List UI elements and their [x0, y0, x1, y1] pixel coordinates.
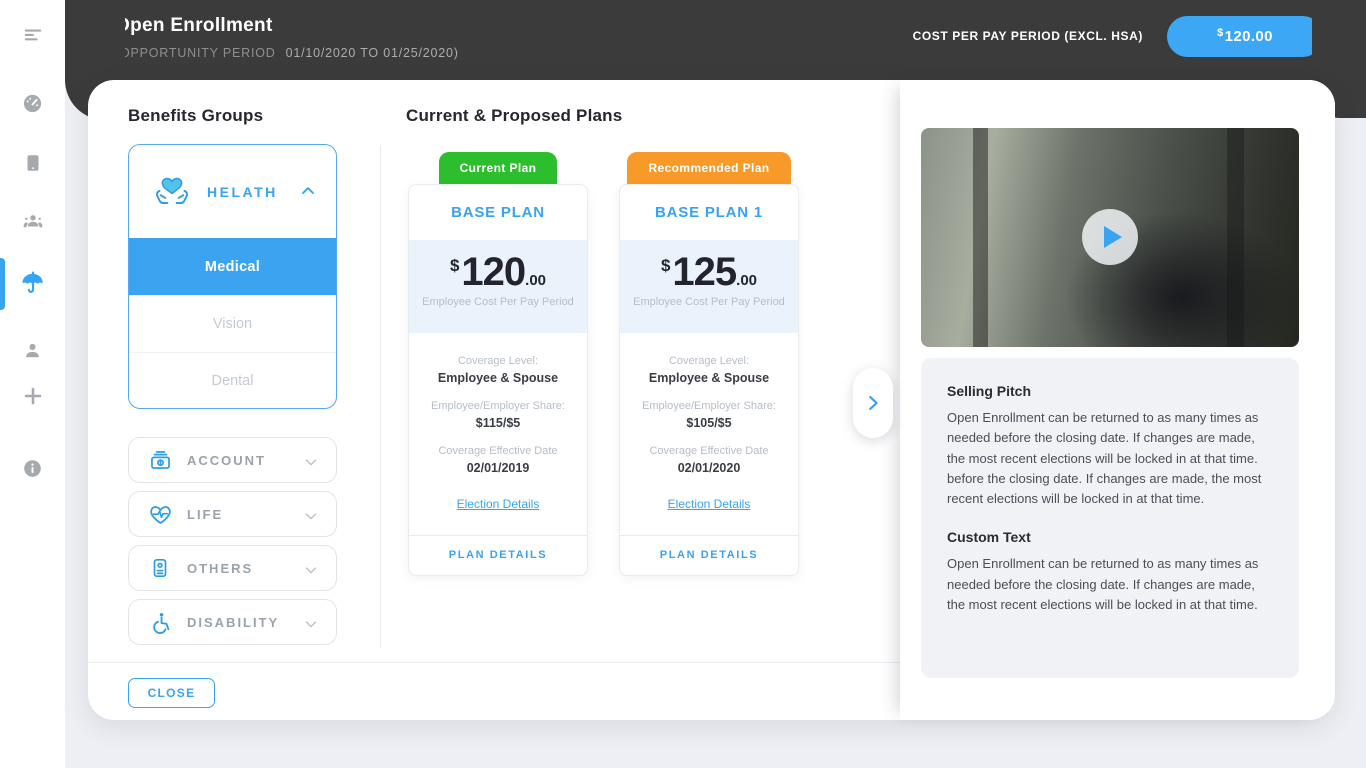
- health-group-label: HELATH: [207, 183, 278, 200]
- price-currency: $: [660, 256, 671, 275]
- coverage-level-label: Coverage Level:: [668, 355, 750, 367]
- heartbeat-icon: [147, 502, 173, 527]
- id-card-icon: [147, 556, 173, 580]
- price-decimal: .00: [736, 272, 758, 289]
- life-group-label: LIFE: [187, 506, 224, 522]
- hands-heart-icon: [149, 166, 195, 217]
- plan-name: BASE PLAN: [451, 204, 545, 221]
- price-currency: $: [449, 256, 460, 275]
- dashboard-icon[interactable]: [0, 83, 65, 123]
- benefit-item-dental[interactable]: Dental: [129, 352, 336, 408]
- opportunity-period: (OPPORTUNITY PERIOD 01/10/2020 TO 01/25/2…: [115, 46, 459, 60]
- coverage-level-value: Employee & Spouse: [437, 371, 559, 385]
- plan-price-box: $125.00 Employee Cost Per Pay Period: [620, 240, 798, 333]
- effective-date-label: Coverage Effective Date: [438, 445, 558, 457]
- chevron-down-icon: [302, 561, 320, 584]
- menu-icon[interactable]: [0, 15, 65, 55]
- price-caption: Employee Cost Per Pay Period: [633, 296, 785, 308]
- people-icon[interactable]: [0, 201, 65, 241]
- active-nav-indicator: [0, 258, 5, 310]
- plan-details-button[interactable]: PLAN DETAILS: [409, 535, 587, 575]
- chevron-down-icon: [302, 507, 320, 530]
- benefits-group-health: HELATH Medical Vision Dental: [128, 144, 337, 409]
- selling-pitch-title: Selling Pitch: [947, 383, 1032, 399]
- chevron-right-icon: [869, 395, 878, 411]
- enrollment-modal: Benefits Groups HELATH Medical Vision De…: [88, 80, 1335, 720]
- person-icon[interactable]: [0, 330, 65, 370]
- info-panel: Selling Pitch Open Enrollment can be ret…: [921, 358, 1299, 678]
- tablet-icon[interactable]: [0, 143, 65, 183]
- umbrella-icon[interactable]: [0, 263, 65, 303]
- chevron-down-icon: [302, 453, 320, 476]
- play-icon[interactable]: [1082, 209, 1138, 265]
- plans-heading: Current & Proposed Plans: [406, 106, 623, 125]
- custom-text-body: Open Enrollment can be returned to as ma…: [947, 556, 1259, 612]
- account-group-label: ACCOUNT: [187, 452, 266, 468]
- cost-amount: 120.00: [1224, 27, 1273, 45]
- plan-price-box: $120.00 Employee Cost Per Pay Period: [409, 240, 587, 333]
- chevron-up-icon: [298, 181, 318, 206]
- cost-total-badge: $120.00: [1167, 15, 1323, 57]
- cash-icon: [147, 448, 173, 473]
- page-title: Open Enrollment: [115, 15, 273, 36]
- plan-details-button[interactable]: PLAN DETAILS: [620, 535, 798, 575]
- opportunity-period-dates: 01/10/2020 TO 01/25/2020): [285, 46, 459, 60]
- price-integer: 120: [461, 250, 526, 294]
- coverage-level-value: Employee & Spouse: [648, 371, 770, 385]
- info-icon[interactable]: [0, 448, 65, 488]
- opportunity-period-label: (OPPORTUNITY PERIOD: [115, 46, 276, 60]
- effective-date-value: 02/01/2020: [677, 461, 741, 475]
- disability-group-label: DISABILITY: [187, 614, 280, 630]
- share-value: $105/$5: [686, 416, 732, 430]
- benefits-group-account[interactable]: ACCOUNT: [128, 437, 337, 483]
- benefit-item-vision[interactable]: Vision: [129, 295, 336, 352]
- cost-per-pay-period-label: COST PER PAY PERIOD (EXCL. HSA): [912, 29, 1143, 43]
- current-plan-card: Current Plan BASE PLAN $120.00 Employee …: [408, 152, 588, 576]
- health-group-header[interactable]: HELATH: [129, 145, 336, 238]
- selling-pitch-body: Open Enrollment can be returned to as ma…: [947, 410, 1262, 507]
- effective-date-label: Coverage Effective Date: [649, 445, 769, 457]
- share-label: Employee/Employer Share:: [642, 400, 776, 412]
- election-details-link[interactable]: Election Details: [667, 497, 751, 511]
- recommended-plan-card: Recommended Plan BASE PLAN 1 $125.00 Emp…: [619, 152, 799, 576]
- coverage-level-label: Coverage Level:: [457, 355, 539, 367]
- top-header: Open Enrollment (OPPORTUNITY PERIOD 01/10…: [65, 0, 1366, 80]
- close-button[interactable]: CLOSE: [128, 678, 215, 708]
- benefits-group-disability[interactable]: DISABILITY: [128, 599, 337, 645]
- chevron-down-icon: [302, 615, 320, 638]
- info-sidebar: Selling Pitch Open Enrollment can be ret…: [900, 80, 1335, 720]
- benefit-item-medical[interactable]: Medical: [129, 238, 336, 295]
- benefits-groups-heading: Benefits Groups: [128, 106, 264, 125]
- benefits-group-others[interactable]: OTHERS: [128, 545, 337, 591]
- effective-date-value: 02/01/2019: [466, 461, 530, 475]
- share-label: Employee/Employer Share:: [431, 400, 565, 412]
- wheelchair-icon: [147, 610, 173, 635]
- plan-name: BASE PLAN 1: [655, 204, 763, 221]
- video-window-frame: [973, 128, 988, 347]
- plus-icon[interactable]: [0, 376, 65, 416]
- others-group-label: OTHERS: [187, 560, 254, 576]
- price-integer: 125: [672, 250, 737, 294]
- intro-video: [921, 128, 1299, 347]
- cost-currency: $: [1217, 27, 1224, 39]
- benefits-group-life[interactable]: LIFE: [128, 491, 337, 537]
- custom-text-title: Custom Text: [947, 529, 1031, 546]
- price-decimal: .00: [525, 272, 547, 289]
- column-divider: [380, 145, 381, 648]
- footer-divider: [88, 662, 900, 663]
- share-value: $115/$5: [475, 416, 521, 430]
- expand-panel-button[interactable]: [853, 368, 893, 438]
- app-sidebar: [0, 0, 65, 768]
- election-details-link[interactable]: Election Details: [456, 497, 540, 511]
- price-caption: Employee Cost Per Pay Period: [422, 296, 574, 308]
